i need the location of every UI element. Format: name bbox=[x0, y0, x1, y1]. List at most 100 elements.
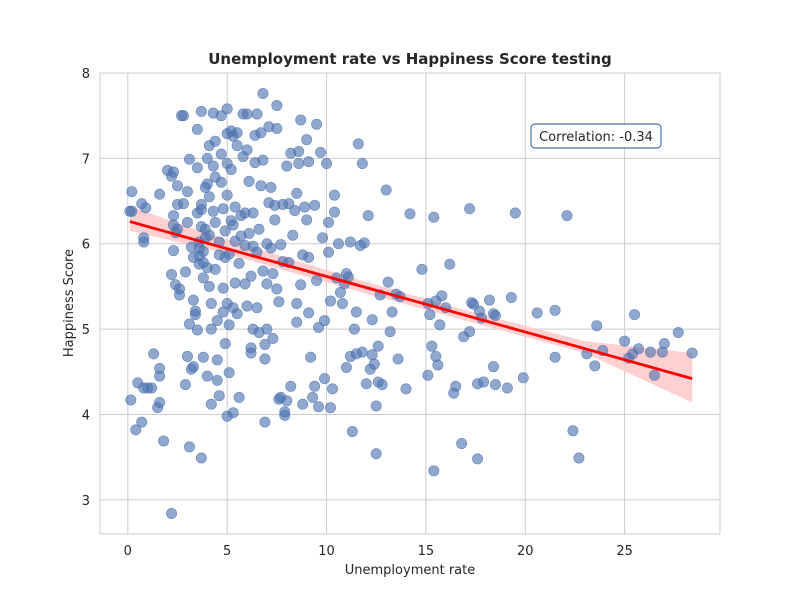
scatter-point bbox=[315, 146, 327, 158]
scatter-point bbox=[309, 199, 321, 211]
scatter-point bbox=[203, 229, 215, 241]
scatter-point bbox=[158, 435, 170, 447]
scatter-point bbox=[291, 187, 303, 199]
data-points bbox=[124, 87, 698, 520]
scatter-point bbox=[619, 335, 631, 347]
scatter-point bbox=[366, 314, 378, 326]
scatter-point bbox=[191, 123, 203, 135]
scatter-point bbox=[561, 210, 573, 222]
scatter-point bbox=[346, 426, 358, 438]
scatter-point bbox=[177, 110, 189, 122]
scatter-point bbox=[243, 227, 255, 239]
scatter-point bbox=[289, 204, 301, 216]
scatter-point bbox=[191, 324, 203, 336]
scatter-point bbox=[215, 148, 227, 160]
scatter-point bbox=[501, 382, 513, 394]
scatter-point bbox=[686, 347, 698, 359]
scatter-point bbox=[126, 186, 138, 198]
scatter-point bbox=[362, 210, 374, 222]
y-tick-label: 7 bbox=[82, 152, 90, 167]
scatter-point bbox=[229, 201, 241, 213]
scatter-point bbox=[221, 103, 233, 115]
scatter-point bbox=[217, 282, 229, 294]
y-tick-label: 8 bbox=[82, 67, 90, 82]
scatter-point bbox=[183, 441, 195, 453]
scatter-point bbox=[332, 238, 344, 250]
scatter-point bbox=[436, 290, 448, 302]
scatter-point bbox=[261, 278, 273, 290]
scatter-point bbox=[348, 323, 360, 335]
scatter-point bbox=[140, 202, 152, 214]
x-tick-label: 15 bbox=[418, 544, 435, 559]
scatter-point bbox=[549, 351, 561, 363]
scatter-point bbox=[305, 351, 317, 363]
scatter-point bbox=[257, 154, 269, 166]
y-tick-label: 3 bbox=[82, 494, 90, 509]
scatter-point bbox=[179, 379, 191, 391]
scatter-point bbox=[223, 367, 235, 379]
scatter-point bbox=[356, 157, 368, 169]
scatter-point bbox=[509, 207, 521, 219]
scatter-point bbox=[648, 369, 660, 381]
scatter-point bbox=[267, 333, 279, 345]
scatter-point bbox=[271, 283, 283, 295]
scatter-point bbox=[265, 181, 277, 193]
scatter-point bbox=[168, 166, 180, 178]
scatter-point bbox=[177, 198, 189, 210]
scatter-point bbox=[269, 214, 281, 226]
scatter-point bbox=[257, 87, 269, 99]
scatter-point bbox=[203, 191, 215, 203]
scatter-point bbox=[172, 180, 184, 192]
scatter-point bbox=[217, 203, 229, 215]
confidence-band-area bbox=[129, 206, 693, 403]
scatter-point bbox=[229, 277, 241, 289]
scatter-point bbox=[317, 232, 329, 244]
scatter-point bbox=[370, 448, 382, 460]
scatter-point bbox=[130, 424, 142, 436]
scatter-point bbox=[189, 309, 201, 321]
scatter-point bbox=[181, 186, 193, 198]
scatter-point bbox=[227, 407, 239, 419]
x-tick-labels: 0 5 10 15 20 25 bbox=[124, 544, 633, 559]
scatter-point bbox=[138, 232, 150, 244]
scatter-point bbox=[205, 297, 217, 309]
scatter-point bbox=[589, 360, 601, 372]
chart-title: Unemployment rate vs Happiness Score tes… bbox=[208, 50, 612, 68]
regression-line-group bbox=[129, 220, 693, 380]
scatter-point bbox=[275, 239, 287, 251]
scatter-point bbox=[201, 178, 213, 190]
scatter-point bbox=[464, 203, 476, 215]
scatter-point bbox=[215, 176, 227, 188]
scatter-point bbox=[209, 135, 221, 147]
scatter-point bbox=[281, 395, 293, 407]
scatter-point bbox=[629, 309, 641, 321]
scatter-point bbox=[205, 398, 217, 410]
scatter-point bbox=[424, 309, 436, 321]
scatter-point bbox=[293, 146, 305, 158]
scatter-point bbox=[309, 380, 321, 392]
scatter-point bbox=[549, 304, 561, 316]
scatter-point bbox=[328, 206, 340, 218]
x-axis-label: Unemployment rate bbox=[345, 563, 475, 578]
scatter-point bbox=[281, 160, 293, 172]
scatter-point bbox=[416, 263, 428, 275]
scatter-point bbox=[344, 236, 356, 248]
scatter-point bbox=[253, 223, 265, 235]
scatter-point bbox=[340, 362, 352, 374]
regression-line bbox=[129, 220, 693, 380]
scatter-point bbox=[319, 315, 331, 327]
scatter-point bbox=[456, 438, 468, 450]
scatter-point bbox=[372, 340, 384, 352]
y-tick-label: 5 bbox=[82, 323, 90, 338]
y-tick-label: 6 bbox=[82, 238, 90, 253]
scatter-point bbox=[197, 272, 209, 284]
scatter-point bbox=[291, 316, 303, 328]
scatter-point bbox=[303, 251, 315, 263]
scatter-point bbox=[287, 229, 299, 241]
x-tick-label: 5 bbox=[223, 544, 231, 559]
scatter-point bbox=[201, 370, 213, 382]
scatter-point bbox=[352, 138, 364, 150]
scatter-point bbox=[213, 390, 225, 402]
scatter-point bbox=[245, 347, 257, 359]
